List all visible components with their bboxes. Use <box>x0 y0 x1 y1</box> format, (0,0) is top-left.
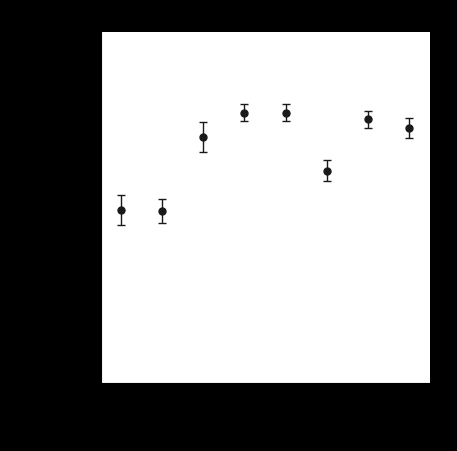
Y-axis label: Mean proportion of correct responses: Mean proportion of correct responses <box>73 90 86 325</box>
X-axis label: Trial block: Trial block <box>217 412 313 430</box>
